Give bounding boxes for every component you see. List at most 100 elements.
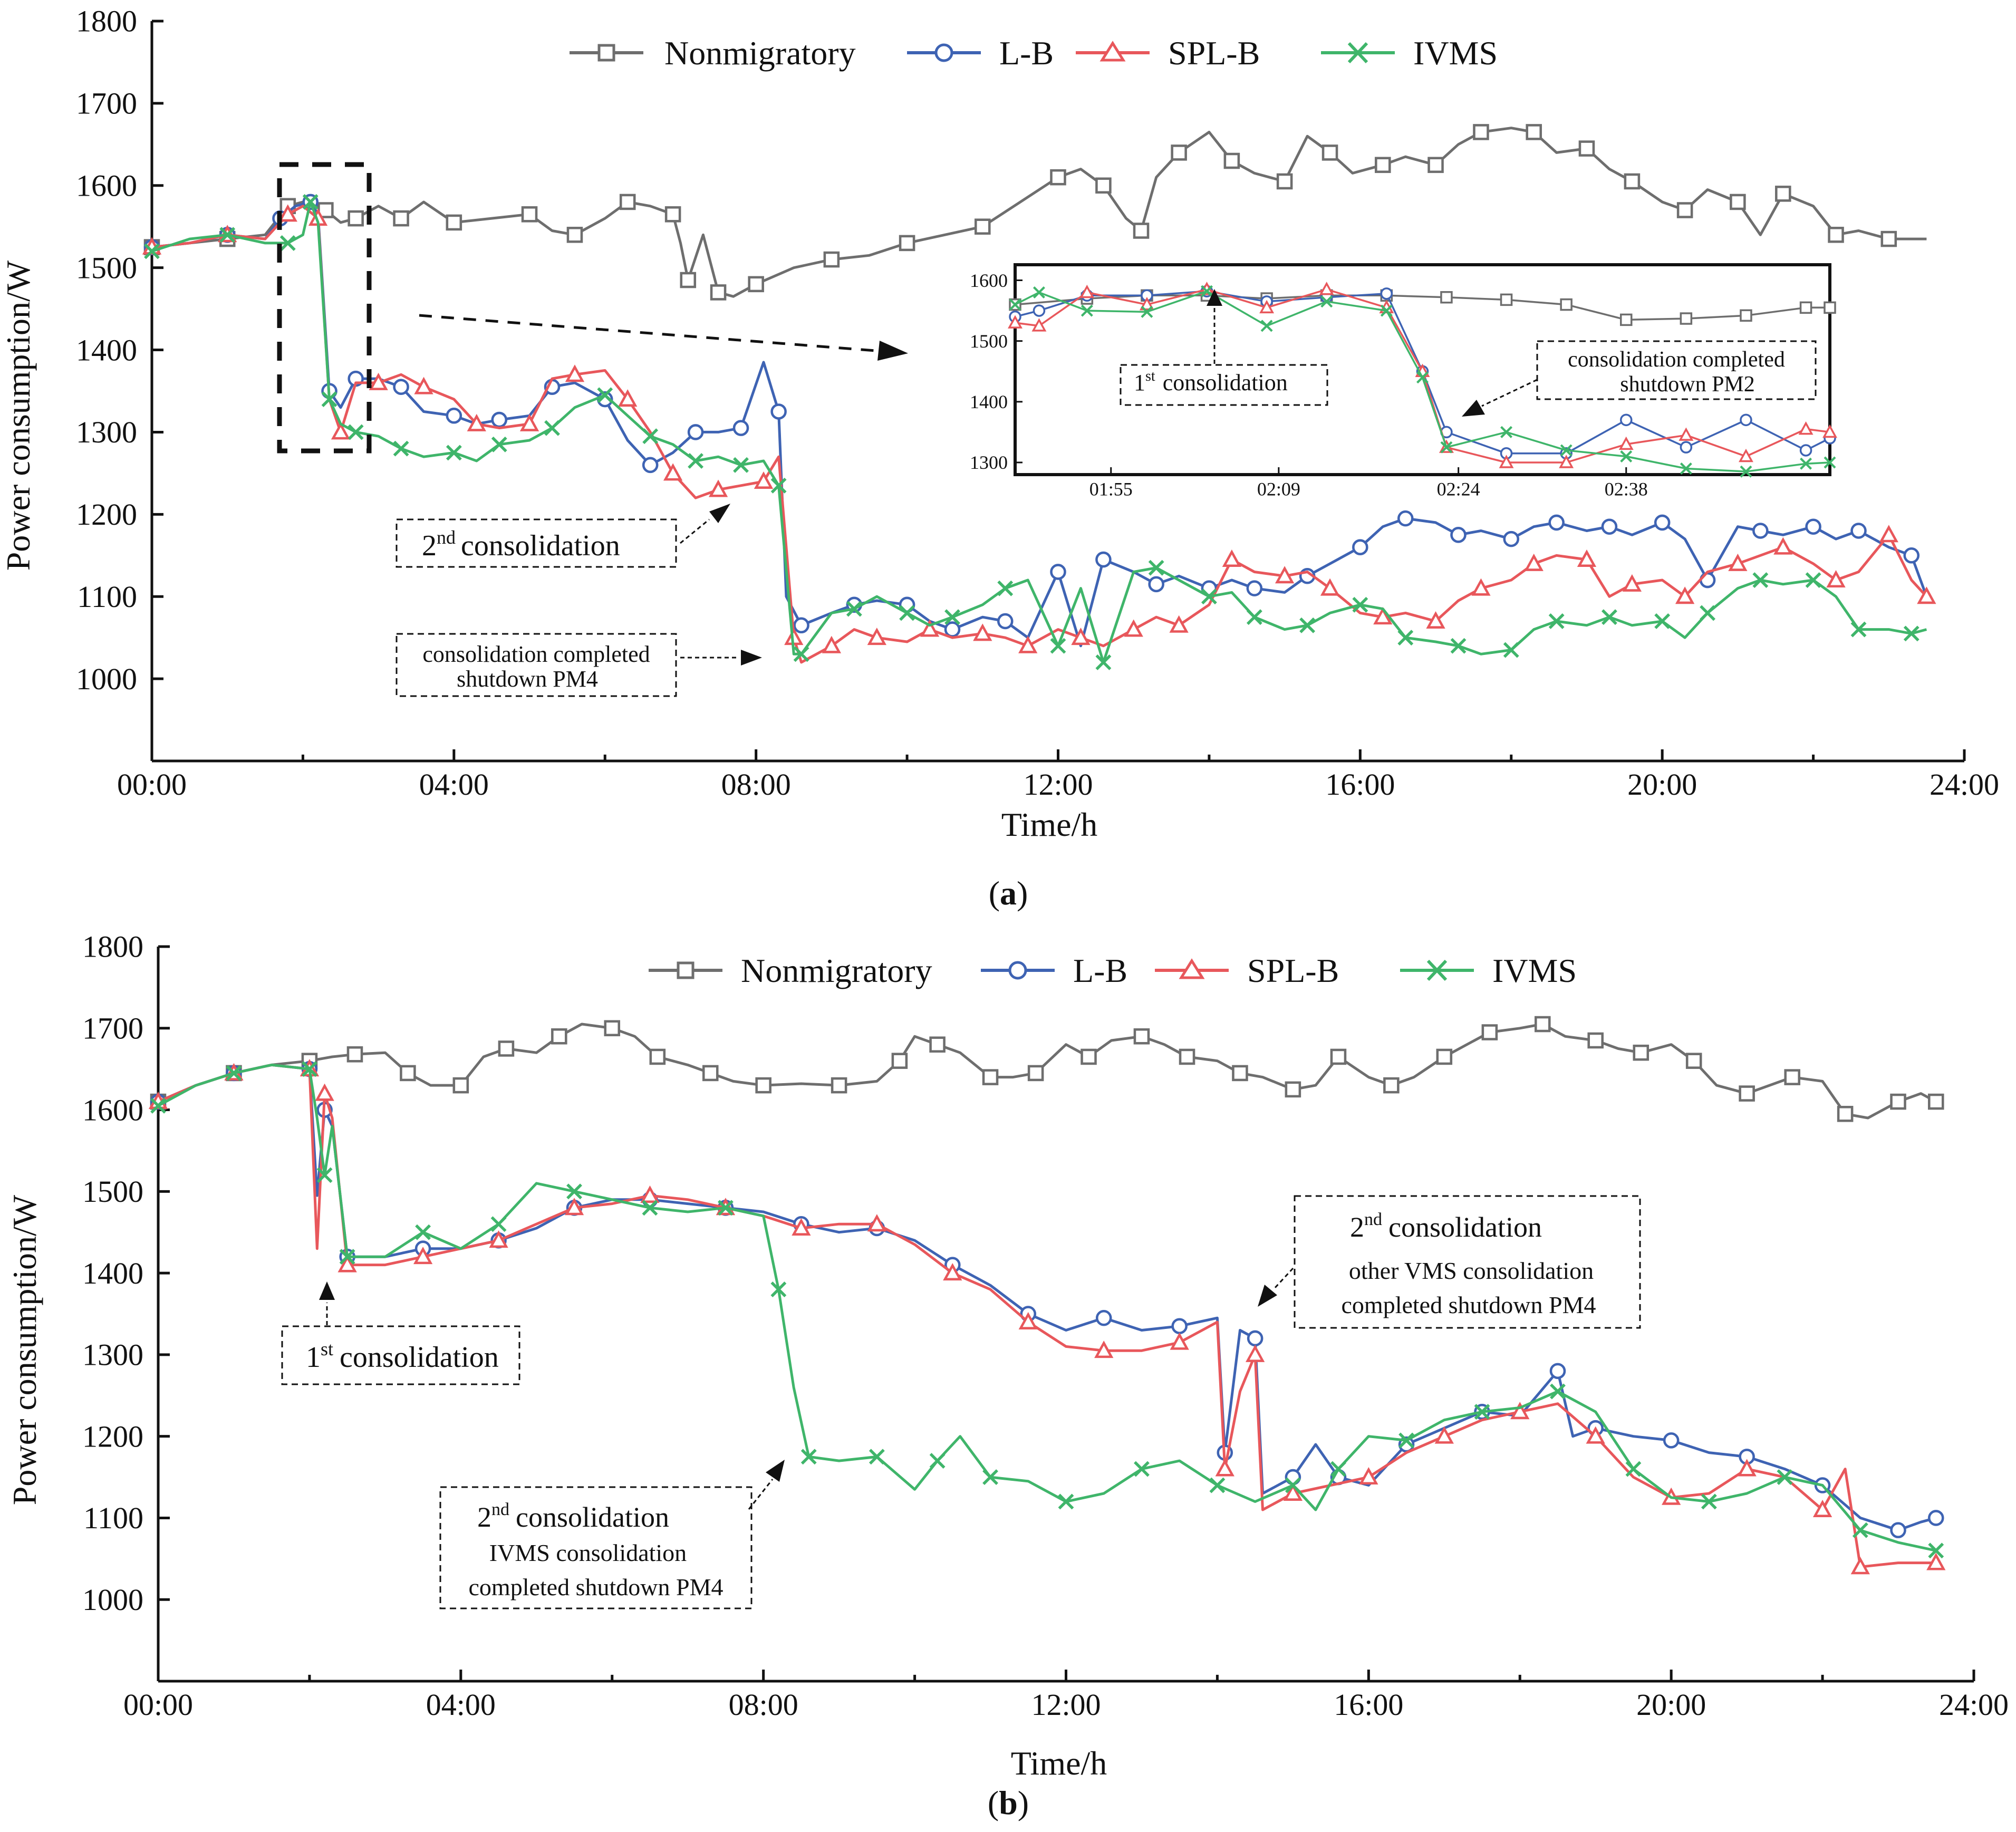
point-ivms — [1500, 426, 1513, 438]
point-ivms — [491, 436, 507, 452]
point-ivms — [1081, 304, 1093, 317]
point-ivms — [1397, 630, 1414, 646]
point-spl-b — [1373, 607, 1393, 625]
point-spl-b — [1850, 1557, 1870, 1575]
second-text: consolidation — [461, 529, 620, 562]
inset-completed-line1: consolidation completed — [1568, 348, 1785, 372]
series-ivms — [144, 194, 1927, 670]
x-tick-label: 04:00 — [419, 767, 489, 802]
point-nonmigratory — [393, 210, 409, 227]
point-ivms — [1503, 642, 1519, 658]
point-ivms — [393, 440, 409, 457]
point-spl-b — [1618, 436, 1634, 450]
point-l-b — [1050, 564, 1066, 580]
point-ivms — [150, 1097, 166, 1114]
point-ivms — [1450, 638, 1467, 654]
point-nonmigratory — [664, 206, 681, 223]
point-ivms — [1260, 320, 1273, 332]
point-ivms — [1058, 1493, 1074, 1510]
point-ivms — [1740, 465, 1752, 478]
point-ivms — [1009, 298, 1021, 311]
point-spl-b — [564, 1198, 584, 1216]
point-nonmigratory — [710, 284, 727, 301]
legend-b-label-splb: SPL-B — [1247, 952, 1339, 989]
b-other-num: 2 — [1350, 1211, 1364, 1243]
point-ivms — [1752, 572, 1769, 588]
series-nonmigratory — [143, 124, 1927, 301]
x-tick-label: 24:00 — [1939, 1688, 2009, 1722]
inset-series — [1008, 282, 1837, 478]
point-l-b — [944, 621, 961, 638]
point-nonmigratory — [1436, 1048, 1453, 1065]
point-ivms — [597, 387, 613, 403]
y-tick-label: 1400 — [970, 391, 1008, 412]
point-nonmigratory — [929, 1036, 946, 1053]
point-nonmigratory — [1232, 1065, 1248, 1082]
completed-line1: consolidation completed — [422, 641, 650, 667]
point-l-b — [1927, 1510, 1944, 1526]
point-spl-b — [1079, 284, 1095, 298]
point-spl-b — [1499, 455, 1514, 468]
y-tick-label: 1600 — [76, 168, 137, 203]
point-ivms — [316, 1167, 333, 1183]
point-ivms — [566, 1183, 582, 1200]
point-nonmigratory — [1587, 1032, 1604, 1049]
point-nonmigratory — [1578, 140, 1595, 157]
point-l-b — [1095, 1309, 1112, 1326]
point-spl-b — [1124, 619, 1143, 637]
point-ivms — [982, 1469, 998, 1485]
point-ivms — [688, 453, 704, 469]
x-tick-label: 24:00 — [1930, 767, 1999, 802]
point-ivms — [1050, 638, 1066, 654]
point-ivms — [1654, 613, 1671, 629]
legend-ivms: IVMS — [1321, 34, 1498, 72]
point-spl-b — [519, 413, 539, 431]
point-nonmigratory — [1739, 1085, 1755, 1102]
point-nonmigratory — [1081, 1048, 1097, 1065]
point-nonmigratory — [446, 214, 462, 231]
y-tick-label: 1100 — [83, 1501, 143, 1535]
series-nonmigratory — [150, 1016, 1944, 1122]
inset-first-text: consolidation — [1163, 370, 1288, 396]
point-spl-b — [1822, 424, 1837, 438]
point-l-b — [1601, 518, 1618, 535]
point-l-b — [1799, 444, 1812, 457]
x-tick-label: 08:00 — [721, 767, 791, 802]
point-ivms — [1700, 605, 1716, 621]
point-ivms — [321, 391, 337, 408]
point-spl-b — [1071, 628, 1091, 645]
b-ivms-text: consolidation — [516, 1501, 669, 1533]
point-ivms — [1850, 621, 1867, 638]
x-tick-label: 02:24 — [1437, 479, 1480, 500]
point-nonmigratory — [400, 1065, 416, 1082]
point-l-b — [642, 457, 659, 474]
point-spl-b — [337, 1255, 357, 1272]
point-l-b — [1680, 441, 1693, 454]
point-spl-b — [1008, 315, 1023, 329]
point-spl-b — [1879, 525, 1898, 543]
point-spl-b — [1359, 1467, 1378, 1485]
point-nonmigratory — [1276, 173, 1293, 190]
point-ivms — [219, 227, 236, 243]
b-ivms-line2: IVMS consolidation — [489, 1539, 687, 1566]
point-nonmigratory — [702, 1065, 719, 1082]
point-ivms — [144, 243, 160, 259]
legend-label-ivms: IVMS — [1413, 34, 1498, 72]
point-spl-b — [1031, 318, 1047, 332]
x-tick-label: 12:00 — [1023, 767, 1093, 802]
point-nonmigratory — [1440, 291, 1453, 304]
point-ivms — [1033, 286, 1045, 299]
point-ivms — [1805, 572, 1821, 588]
second-num: 2 — [422, 529, 437, 562]
point-nonmigratory — [551, 1028, 567, 1045]
point-spl-b — [1917, 586, 1936, 604]
point-spl-b — [1320, 578, 1340, 596]
point-nonmigratory — [1535, 1016, 1551, 1033]
point-spl-b — [331, 422, 351, 440]
point-l-b — [1740, 413, 1752, 427]
b-ivms-num: 2 — [477, 1501, 491, 1533]
point-ivms — [1246, 609, 1262, 625]
point-nonmigratory — [498, 1040, 515, 1057]
point-nonmigratory — [1560, 298, 1573, 311]
